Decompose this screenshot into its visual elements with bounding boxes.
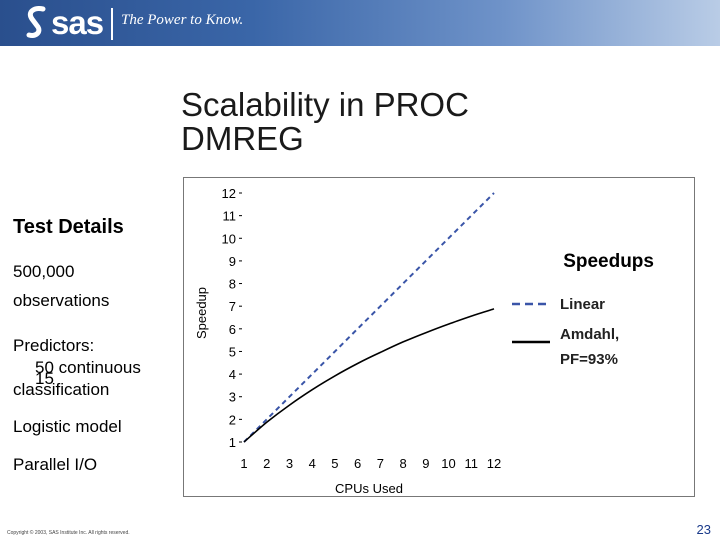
y-tick-label: 10 [222,231,236,246]
observations-label: observations [13,291,110,310]
predictors-label: Predictors: [13,336,95,355]
classification-label: classification [13,380,110,399]
legend-title: Speedups [563,251,654,272]
test-details-heading: Test Details [13,216,124,238]
y-tick-label: 9 [229,254,236,269]
y-tick-label: 8 [229,277,236,292]
x-tick-label: 4 [309,456,316,471]
legend-label: Amdahl, [560,326,619,343]
y-tick-label: 4 [229,367,236,382]
x-tick-label: 9 [422,456,429,471]
y-tick-label: 7 [229,299,236,314]
sas-logo: sas [24,3,104,43]
sas-logo-icon [26,6,46,38]
legend-label-cont: PF=93% [560,351,618,368]
series-line-linear [243,192,495,443]
y-tick-label: 3 [229,390,236,405]
io-label: Parallel I/O [13,455,98,474]
page-number: 23 [696,522,711,537]
series-line-amdahl [243,308,495,443]
observations-count: 500,000 [13,262,75,281]
legend-label: Linear [560,296,605,313]
y-tick-label: 6 [229,322,236,337]
x-tick-label: 7 [377,456,384,471]
x-tick-label: 2 [263,456,270,471]
speedup-chart: 1 2 3 4 5 6 7 8 9 10 11 12 1 2 3 4 5 6 7 8 9 10 11 12 Speedup … [183,177,695,497]
logo-text: sas [51,4,104,41]
x-tick-label: 8 [399,456,406,471]
x-tick-label: 5 [331,456,338,471]
y-tick-label: 2 [229,412,236,427]
x-axis-label: CPUs Used [335,481,403,496]
x-tick-label: 11 [465,456,479,471]
slide-title: Scalability in PROC DMREG [181,86,469,157]
continuous-line: 50 continuous [35,358,141,377]
y-tick-label: 5 [229,344,236,359]
x-tick-label: 1 [240,456,247,471]
y-tick-label: 12 [222,186,236,201]
classification-count: 15 [35,369,54,388]
x-tick-label: 12 [487,456,501,471]
y-tick-label: 11 [223,209,237,224]
model-label: Logistic model [13,417,122,436]
y-axis-label: Speedup [194,287,209,339]
tagline: The Power to Know. [121,12,244,28]
y-tick-label: 1 [229,435,236,450]
x-tick-label: 10 [441,456,455,471]
banner-divider [111,8,113,40]
header-banner: sas The Power to Know. [0,0,720,46]
x-tick-label: 6 [354,456,361,471]
x-tick-label: 3 [286,456,293,471]
copyright-footer: Copyright © 2003, SAS Institute Inc. All… [7,530,130,536]
